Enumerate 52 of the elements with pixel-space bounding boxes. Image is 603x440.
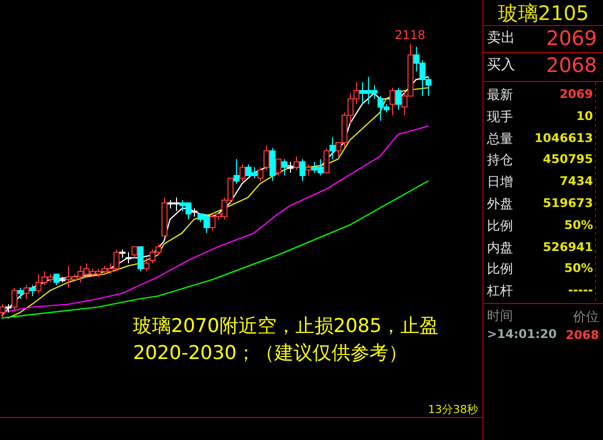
text: 比例 — [487, 218, 513, 235]
text: ----- — [568, 283, 593, 298]
candlestick — [264, 144, 270, 171]
text: 50% — [564, 218, 593, 232]
text: 2069 — [560, 87, 593, 101]
candlestick — [126, 252, 132, 264]
text: 内盘 — [487, 240, 513, 257]
candlestick — [18, 287, 24, 300]
candlestick — [30, 284, 36, 297]
text: 比例 — [487, 261, 513, 278]
candlestick — [258, 166, 264, 182]
text: 450795 — [542, 152, 593, 166]
text: 价位 — [573, 309, 599, 326]
candlestick — [132, 246, 138, 258]
text: 玻璃2105 — [498, 0, 589, 27]
text: 日增 — [487, 174, 513, 192]
candlestick — [24, 284, 30, 300]
text: 卖出 — [487, 29, 515, 47]
candlestick — [54, 274, 60, 286]
text: 7434 — [560, 174, 593, 188]
candlestick — [396, 87, 402, 110]
text: 总量 — [487, 130, 513, 148]
candlestick — [330, 136, 336, 160]
text: 519673 — [542, 196, 593, 210]
text: 2069 — [546, 26, 597, 50]
text: 50% — [564, 261, 593, 276]
candlestick — [390, 87, 396, 116]
annotation: 玻璃2070附近空，止损2085，止盈2020-2030；（建议仅供参考） — [133, 314, 440, 366]
text: 持仓 — [487, 152, 513, 170]
text: 时间 — [487, 308, 513, 325]
annotation: 2118 — [394, 28, 426, 42]
text: 杠杆 — [487, 283, 513, 300]
text: 外盘 — [487, 196, 513, 213]
candlestick — [300, 158, 306, 182]
text: 13分38秒 — [428, 402, 478, 417]
candlestick — [324, 148, 330, 174]
text: 买入 — [487, 56, 515, 74]
text: >14:01:20 — [487, 327, 557, 341]
text: 526941 — [542, 240, 593, 254]
text: 1046613 — [534, 130, 593, 145]
text: 2068 — [566, 328, 599, 342]
candlestick — [240, 164, 246, 182]
candlestick — [138, 246, 144, 272]
text: 现手 — [487, 108, 513, 126]
candlestick — [234, 158, 240, 184]
text: 2068 — [546, 53, 597, 77]
text: 最新 — [487, 87, 513, 104]
candlestick — [306, 164, 312, 176]
text: 10 — [576, 108, 593, 123]
candlestick — [144, 257, 150, 272]
candlestick — [276, 158, 282, 176]
candlestick — [282, 158, 288, 176]
